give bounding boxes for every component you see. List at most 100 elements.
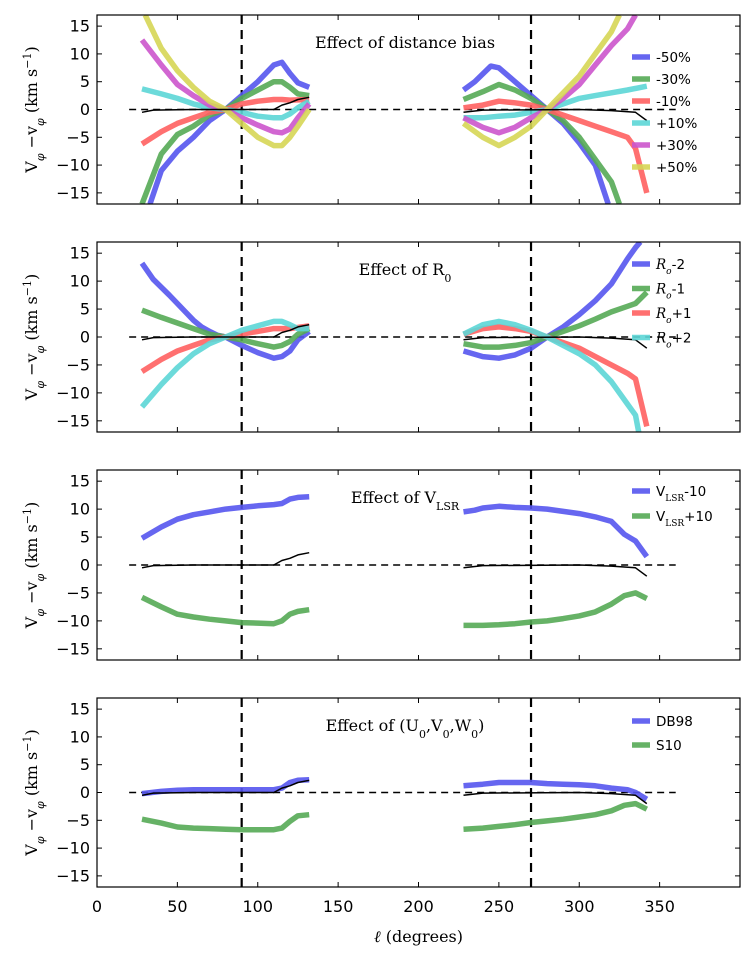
series-line-reference-seg2 — [463, 791, 648, 805]
series-line-DB98-seg1 — [141, 776, 310, 797]
x-axis: 0 50 100 150 200 250 300 350 ℓ (degrees) — [92, 897, 675, 946]
series-line-reference-seg2 — [463, 336, 648, 349]
legend-label: +10% — [656, 116, 697, 132]
series-line-S10-seg1 — [141, 811, 310, 833]
legend: Ro-2 Ro-1 Ro+1 Ro+2 — [632, 257, 692, 351]
legend: -50% -30% -10% +10% +30% +50% — [632, 50, 697, 176]
y-axis-label: Vφ −vφ (km s−1) — [21, 729, 47, 856]
series-line-VLSR10-seg1 — [140, 594, 310, 627]
series-line-Ro2-seg1 — [139, 318, 310, 409]
legend-label: Ro-2 — [655, 257, 685, 277]
y-tick-label: 0 — [80, 556, 90, 575]
series-group — [139, 15, 650, 204]
y-tick-label: −10 — [56, 839, 90, 858]
panel-title: Effect of (U0,V0,W0) — [326, 716, 485, 741]
x-axis-label: ℓ (degrees) — [374, 927, 463, 946]
series-line-DB98-seg2 — [463, 779, 649, 802]
series-line-50-seg1 — [142, 15, 312, 149]
y-tick-label: 15 — [70, 700, 90, 719]
y-tick-label: 0 — [80, 328, 90, 347]
legend-label: -50% — [656, 50, 691, 66]
y-tick-label: 5 — [80, 72, 90, 91]
y-tick-label: −5 — [66, 811, 90, 830]
x-tick-label: 300 — [564, 897, 595, 916]
series-line-Ro1-seg1 — [140, 323, 310, 374]
series-line-30-seg1 — [139, 38, 312, 136]
series-line-Ro2-seg2 — [462, 242, 643, 361]
series-line-VLSR10-seg2 — [463, 503, 650, 559]
legend-label: +50% — [656, 160, 697, 176]
legend-label: Ro+2 — [655, 331, 692, 351]
y-tick-label: −15 — [56, 411, 90, 430]
legend-label: Ro-1 — [655, 282, 685, 302]
panel-4: 15 10 5 0 −5 −10 −15 Effect of (U0,V0,W0) Vφ −vφ… — [21, 697, 741, 888]
series-line-reference-seg2 — [463, 564, 648, 577]
y-tick-label: 15 — [70, 244, 90, 263]
y-axis-label: Vφ −vφ (km s−1) — [21, 46, 47, 173]
y-tick-label: −15 — [56, 183, 90, 202]
legend-label: Ro+1 — [655, 306, 692, 326]
y-axis-label: Vφ −vφ (km s−1) — [21, 274, 47, 401]
series-line-10-seg2 — [463, 98, 650, 194]
y-axis-label: Vφ −vφ (km s−1) — [21, 502, 47, 629]
legend: DB98 S10 — [632, 714, 693, 754]
y-tick-label: 5 — [80, 755, 90, 774]
y-tick-label: 15 — [70, 472, 90, 491]
series-line-S10-seg2 — [463, 800, 649, 832]
x-tick-label: 200 — [403, 897, 434, 916]
y-tick-label: −5 — [66, 583, 90, 602]
x-tick-label: 0 — [92, 897, 102, 916]
series-line-Ro1-seg1 — [141, 307, 311, 350]
y-tick-label: −10 — [56, 383, 90, 402]
y-tick-label: −10 — [56, 611, 90, 630]
x-tick-label: 250 — [484, 897, 515, 916]
series-line-30-seg1 — [139, 78, 310, 204]
y-tick-label: −10 — [56, 156, 90, 175]
panel-title: Effect of VLSR — [351, 488, 460, 513]
series-line-Ro1-seg2 — [463, 290, 649, 350]
series-group — [141, 776, 649, 833]
panel-1: 15 10 5 0 −5 −10 −15 Effect of distance bias Vφ … — [21, 14, 741, 205]
legend-label: -10% — [656, 94, 691, 110]
series-line-VLSR10-seg1 — [140, 494, 310, 541]
y-tick-label: −15 — [56, 639, 90, 658]
legend: VLSR-10 VLSR+10 — [632, 484, 713, 529]
y-tick-label: 10 — [70, 272, 90, 291]
legend-label: VLSR+10 — [656, 509, 713, 529]
y-tick-label: 0 — [80, 783, 90, 802]
y-tick-label: 0 — [80, 100, 90, 119]
legend-label: VLSR-10 — [656, 484, 706, 504]
series-line-Ro2-seg2 — [462, 318, 642, 432]
panel-title: Effect of R0 — [359, 260, 452, 285]
y-tick-label: 10 — [70, 44, 90, 63]
panel-2: 15 10 5 0 −5 −10 −15 Effect of R0 Vφ −vφ (km s−1… — [21, 241, 741, 433]
legend-label: +30% — [656, 138, 697, 154]
series-line-reference-seg2 — [463, 108, 648, 122]
series-group — [139, 242, 650, 432]
series-line-50-seg2 — [461, 63, 611, 204]
series-line-reference-seg1 — [141, 779, 310, 797]
y-tick-label: 15 — [70, 17, 90, 36]
series-line-reference-seg1 — [141, 551, 310, 569]
y-tick-label: 10 — [70, 500, 90, 519]
series-group — [140, 494, 650, 629]
y-tick-label: 5 — [80, 528, 90, 547]
panel-title: Effect of distance bias — [315, 33, 495, 52]
legend-label: DB98 — [656, 714, 693, 730]
series-line-10-seg1 — [140, 96, 310, 147]
legend-label: -30% — [656, 72, 691, 88]
y-tick-label: 10 — [70, 727, 90, 746]
series-line-reference-seg1 — [141, 323, 310, 341]
x-tick-label: 150 — [323, 897, 354, 916]
series-line-10-seg1 — [141, 86, 311, 121]
x-tick-label: 50 — [167, 897, 187, 916]
x-tick-label: 100 — [242, 897, 273, 916]
y-tick-label: −15 — [56, 866, 90, 885]
legend-label: S10 — [656, 738, 682, 754]
series-line-VLSR10-seg2 — [463, 590, 649, 629]
series-line-reference-seg1 — [141, 96, 310, 114]
y-tick-label: −5 — [66, 128, 90, 147]
y-tick-label: −5 — [66, 355, 90, 374]
y-tick-label: 5 — [80, 300, 90, 319]
